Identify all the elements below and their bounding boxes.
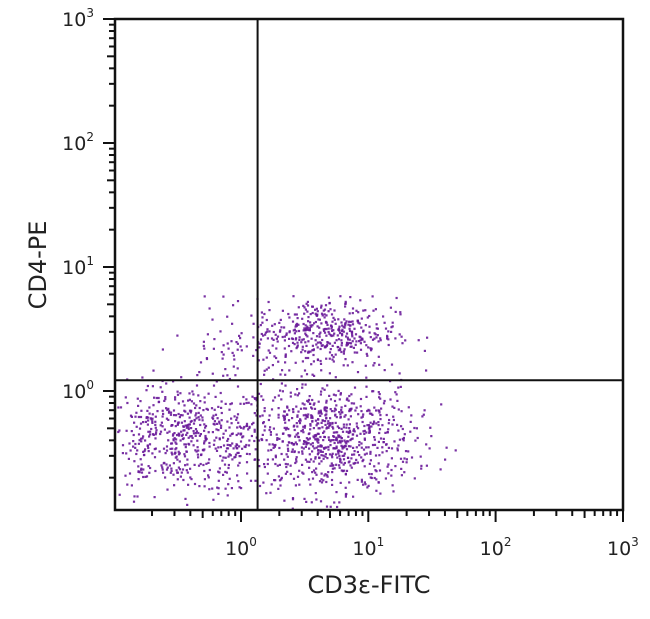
- x-tick-label: 103: [607, 535, 639, 560]
- x-tick-label: 101: [352, 535, 384, 560]
- y-axis-title: CD4-PE: [24, 221, 52, 310]
- y-tick-label: 100: [62, 378, 94, 403]
- x-tick-label: 102: [480, 535, 512, 560]
- x-tick-label: 100: [225, 535, 257, 560]
- y-tick-label: 101: [62, 254, 94, 279]
- event-dots: [117, 295, 457, 510]
- y-axis-ticks: [103, 18, 115, 479]
- x-axis-tick-labels: 100 101 102 103: [225, 535, 639, 560]
- y-axis-tick-labels: 100 101 102 103: [62, 6, 94, 403]
- x-axis-title: CD3ε-FITC: [307, 571, 430, 599]
- quadrant-gates: [115, 19, 623, 510]
- y-tick-label: 102: [62, 130, 94, 155]
- x-axis-ticks: [151, 510, 624, 522]
- y-tick-label: 103: [62, 6, 94, 31]
